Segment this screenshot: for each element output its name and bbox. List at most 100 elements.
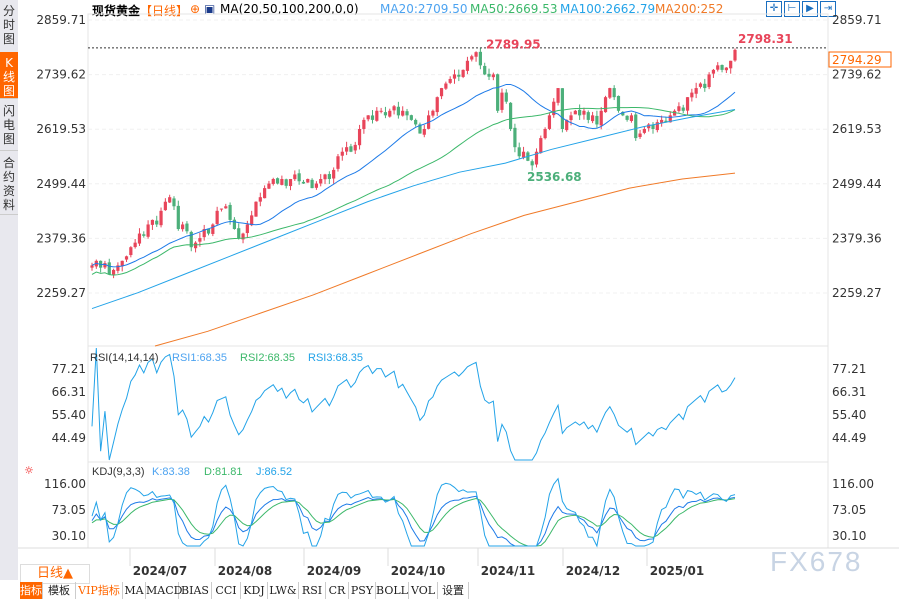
- kdj-j-line: [91, 477, 736, 548]
- indicator-chart-icon[interactable]: ▣: [204, 2, 216, 16]
- tab-contract-info[interactable]: 合约资料: [0, 152, 18, 215]
- toolbar-模板[interactable]: 模板: [43, 582, 76, 599]
- candle-body: [724, 67, 728, 71]
- candle-body: [703, 83, 707, 89]
- candle-body: [660, 119, 664, 123]
- candle-body: [306, 179, 310, 183]
- toolbar-rsi[interactable]: RSI: [299, 582, 326, 599]
- candle-body: [685, 97, 690, 111]
- candle-body: [681, 107, 685, 111]
- candle-body: [284, 179, 288, 186]
- toolbar-psy[interactable]: PSY: [349, 582, 376, 599]
- zoom-range-icon[interactable]: ⊢: [784, 1, 800, 17]
- candle-body: [232, 219, 237, 230]
- prev-high-annotation: 2789.95: [486, 38, 541, 52]
- candle-body: [388, 110, 392, 117]
- ma20-value: MA20:2709.50: [380, 2, 468, 16]
- kdj-tick-left: 73.05: [52, 503, 86, 517]
- toolbar-cci[interactable]: CCI: [212, 582, 241, 599]
- toolbar-vol[interactable]: VOL: [409, 582, 438, 599]
- candle-body: [517, 147, 521, 157]
- candle-body: [340, 151, 344, 156]
- candle-body: [655, 122, 659, 131]
- candle-body: [366, 115, 370, 120]
- price-tick-right: 2619.53: [832, 122, 882, 136]
- candle-body: [590, 115, 595, 122]
- candle-body: [595, 115, 599, 125]
- price-tick-right: 2379.36: [832, 231, 882, 245]
- toolbar-indicators[interactable]: 指标: [20, 582, 43, 599]
- candle-body: [142, 234, 146, 236]
- toolbar-ma[interactable]: MA: [123, 582, 146, 599]
- kdj-label: KDJ(9,3,3): [92, 466, 145, 478]
- candle-body: [534, 151, 539, 165]
- candle-body: [496, 74, 500, 111]
- candle-body: [668, 115, 672, 123]
- candle-body: [124, 256, 129, 260]
- price-tick-left: 2619.53: [36, 122, 86, 136]
- toolbar-bias[interactable]: BIAS: [179, 582, 212, 599]
- candle-body: [90, 265, 94, 268]
- current-price-box: [828, 51, 892, 68]
- crosshair-icon[interactable]: ⊕: [190, 2, 201, 16]
- tab-kline[interactable]: K线图: [0, 52, 18, 99]
- settings-gear-icon[interactable]: ☼: [24, 464, 34, 477]
- tab-flash[interactable]: 闪电图: [0, 100, 18, 151]
- rsi-tick-left: 44.49: [52, 431, 86, 445]
- candle-body: [599, 110, 603, 126]
- kdj-j-value: J:86.52: [256, 466, 293, 478]
- candle-body: [491, 74, 495, 78]
- candle-body: [414, 119, 418, 125]
- candle-body: [483, 65, 487, 75]
- toolbar-boll[interactable]: BOLL: [376, 582, 409, 599]
- candle-body: [452, 74, 457, 79]
- crosshair-button-icon[interactable]: ✛: [766, 1, 782, 17]
- candle-body: [379, 110, 383, 112]
- candle-body: [698, 83, 703, 87]
- candle-body: [470, 56, 474, 60]
- candle-body: [193, 242, 198, 249]
- candle-body: [185, 223, 189, 232]
- candle-body: [422, 128, 426, 135]
- candle-body: [228, 204, 232, 220]
- period-selector[interactable]: 日线▲: [20, 564, 90, 584]
- candle-body: [733, 49, 737, 61]
- candle-body: [107, 262, 111, 275]
- play-icon[interactable]: ▶: [802, 1, 818, 17]
- high-annotation: 2798.31: [738, 32, 793, 46]
- toolbar-vip指标[interactable]: VIP指标: [76, 582, 123, 599]
- candle-body: [513, 127, 517, 148]
- tab-intraday[interactable]: 分时图: [0, 0, 18, 65]
- candle-body: [392, 106, 396, 111]
- candle-body: [288, 179, 293, 187]
- candle-body: [345, 147, 349, 152]
- candle-body: [353, 144, 357, 151]
- chart-canvas[interactable]: 2859.71 2859.71 2739.62 2739.62 2619.53 2619.…: [0, 0, 899, 580]
- price-tick-left: 2739.62: [36, 68, 86, 82]
- toolbar-macd[interactable]: MACD: [146, 582, 183, 599]
- kdj-tick-left: 116.00: [44, 477, 86, 491]
- ma-params[interactable]: MA(20,50,100,200,0,0): [220, 2, 359, 16]
- toolbar-kdj[interactable]: KDJ: [241, 582, 268, 599]
- toolbar-settings[interactable]: 设置: [438, 582, 469, 599]
- toolbar-cr[interactable]: CR: [326, 582, 349, 599]
- candle-body: [539, 138, 543, 153]
- rsi-tick-right: 66.31: [832, 385, 866, 399]
- candle-body: [720, 64, 724, 70]
- candle-body: [651, 124, 655, 129]
- ma20-line: [91, 83, 736, 268]
- candle-body: [254, 201, 258, 217]
- candle-body: [181, 224, 185, 230]
- candle-body: [133, 242, 137, 248]
- rsi-label: RSI(14,14,14): [90, 352, 159, 364]
- candle-body: [271, 179, 275, 184]
- candle-body: [405, 111, 409, 116]
- rsi-tick-right: 77.21: [832, 362, 866, 376]
- candle-body: [323, 174, 327, 180]
- toolbar-lw&[interactable]: LW&: [268, 582, 299, 599]
- kdj-tick-right: 73.05: [832, 503, 866, 517]
- candle-body: [543, 128, 547, 139]
- candle-body: [215, 210, 219, 224]
- price-tick-right: 2499.44: [832, 177, 882, 191]
- low-annotation: 2536.68: [527, 170, 582, 184]
